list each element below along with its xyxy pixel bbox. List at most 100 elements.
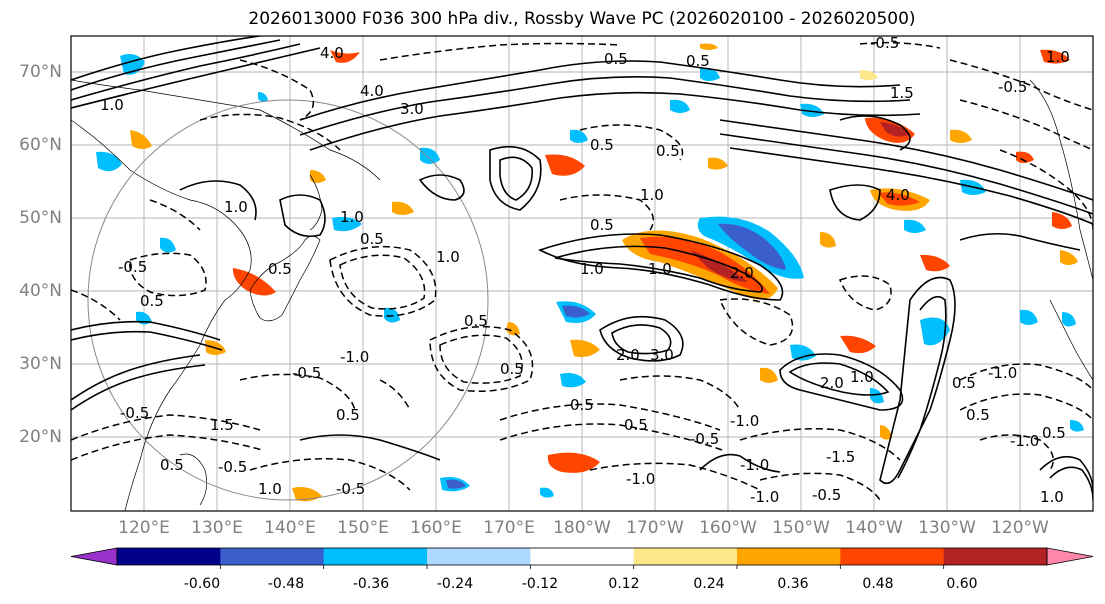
contour-label: -1.0 xyxy=(988,364,1017,382)
contour-label: 0.5 xyxy=(570,396,594,414)
colorbar-tick-label: -0.60 xyxy=(183,576,221,592)
contour-label: 0.5 xyxy=(140,292,164,310)
colorbar-tick-label: -0.12 xyxy=(521,576,559,592)
contour-label: -1.0 xyxy=(1010,432,1039,450)
colorbar-segment xyxy=(323,548,428,565)
lon-label-160w: 160°W xyxy=(699,518,757,538)
contour-label: 0.5 xyxy=(966,406,990,424)
colorbar-segment xyxy=(943,548,1048,565)
contour-label: -1.5 xyxy=(826,448,855,466)
lon-label-150e: 150°E xyxy=(337,518,389,538)
contour-labels: 4.0 4.0 3.0 1.0 0.5 0.5 -0.5 -0.5 1.0 1.… xyxy=(100,34,1070,506)
lon-label-130e: 130°E xyxy=(191,518,243,538)
lon-label-130w: 130°W xyxy=(918,518,976,538)
contour-label: -1.0 xyxy=(730,412,759,430)
contour-label: 0.5 xyxy=(336,406,360,424)
colorbar xyxy=(70,547,1094,569)
contour-label: 0.5 xyxy=(464,312,488,330)
colorbar-segment xyxy=(737,548,841,565)
contour-label: 0.5 xyxy=(952,374,976,392)
contour-label: 1.0 xyxy=(224,198,248,216)
contour-label: 1.0 xyxy=(580,260,604,278)
contour-label: 0.5 xyxy=(360,230,384,248)
colorbar-segment xyxy=(427,548,531,565)
contour-label: 0.5 xyxy=(500,360,524,378)
lat-label-70n: 70°N xyxy=(19,62,62,82)
lon-label-140e: 140°E xyxy=(264,518,316,538)
lon-label-120e: 120°E xyxy=(118,518,170,538)
contour-label: 1.0 xyxy=(850,368,874,386)
colorbar-tick-label: 0.60 xyxy=(946,576,978,592)
lat-label-20n: 20°N xyxy=(19,427,62,447)
colorbar-over-triangle xyxy=(1046,547,1094,566)
lat-label-60n: 60°N xyxy=(19,135,62,155)
coastlines xyxy=(71,79,1093,511)
contour-label: 2.0 xyxy=(616,346,640,364)
contour-label: 1.0 xyxy=(100,96,124,114)
contour-label: 0.5 xyxy=(624,416,648,434)
colorbar-segment xyxy=(840,548,945,565)
colorbar-segment xyxy=(220,548,325,565)
contour-label: -1.0 xyxy=(340,348,369,366)
contour-label: -0.5 xyxy=(870,34,899,52)
lon-label-170w: 170°W xyxy=(626,518,684,538)
map-title: 2026013000 F036 300 hPa div., Rossby Wav… xyxy=(248,9,916,29)
contour-label: 1.0 xyxy=(648,260,672,278)
contour-label: 1.0 xyxy=(258,480,282,498)
contour-label: 1.0 xyxy=(436,248,460,266)
colorbar-border xyxy=(116,547,1048,566)
contour-label: -1.0 xyxy=(740,456,769,474)
colorbar-tick-label: -0.24 xyxy=(436,576,474,592)
colorbar-segment xyxy=(633,548,738,565)
contour-label: -0.5 xyxy=(998,78,1027,96)
contour-label: -1.0 xyxy=(750,488,779,506)
lat-label-40n: 40°N xyxy=(19,281,62,301)
contour-label: -0.5 xyxy=(120,404,149,422)
contour-label: 2.0 xyxy=(820,374,844,392)
lon-label-140w: 140°W xyxy=(845,518,903,538)
contour-label: 0.5 xyxy=(590,136,614,154)
contour-label: 4.0 xyxy=(886,186,910,204)
contour-label: -1.0 xyxy=(626,470,655,488)
contour-label: -0.5 xyxy=(336,480,365,498)
colorbar-tick-label: 0.12 xyxy=(608,576,640,592)
contour-label: 0.5 xyxy=(160,456,184,474)
contour-label: 1.5 xyxy=(890,84,914,102)
contour-label: 1.0 xyxy=(340,208,364,226)
lon-label-180w: 180°W xyxy=(553,518,611,538)
colorbar-under-triangle xyxy=(70,547,118,566)
contour-label: -0.5 xyxy=(690,430,719,448)
lon-label-160e: 160°E xyxy=(410,518,462,538)
lon-label-170e: 170°E xyxy=(483,518,535,538)
contour-label: 0.5 xyxy=(1042,424,1066,442)
contour-label: -0.5 xyxy=(218,458,247,476)
map-frame xyxy=(70,35,1094,512)
lon-label-120w: 120°W xyxy=(991,518,1049,538)
lat-label-50n: 50°N xyxy=(19,208,62,228)
colorbar-tick-label: -0.36 xyxy=(352,576,390,592)
lat-label-30n: 30°N xyxy=(19,354,62,374)
positive-contours xyxy=(71,36,1093,501)
contour-label: 0.5 xyxy=(686,52,710,70)
contour-label: 0.5 xyxy=(590,216,614,234)
contour-label: 1.5 xyxy=(210,416,234,434)
contour-label: 4.0 xyxy=(360,82,384,100)
divergence-negative-patches xyxy=(96,54,1084,498)
colorbar-segment xyxy=(117,548,221,565)
colorbar-tick-label: 0.24 xyxy=(693,576,725,592)
contour-label: 3.0 xyxy=(400,100,424,118)
colorbar-tick-label: -0.48 xyxy=(267,576,305,592)
contour-label: 4.0 xyxy=(320,44,344,62)
negative-contours xyxy=(71,41,1093,501)
contour-label: 0.5 xyxy=(656,142,680,160)
contour-label: 1.0 xyxy=(1046,48,1070,66)
contour-label: 0.5 xyxy=(604,50,628,68)
contour-label: 2.0 xyxy=(730,264,754,282)
contour-label: 0.5 xyxy=(268,260,292,278)
contour-label: 1.0 xyxy=(1040,488,1064,506)
contour-label: -0.5 xyxy=(118,258,147,276)
contour-label: 1.0 xyxy=(640,186,664,204)
colorbar-segment xyxy=(530,548,635,565)
colorbar-tick-label: 0.48 xyxy=(862,576,894,592)
